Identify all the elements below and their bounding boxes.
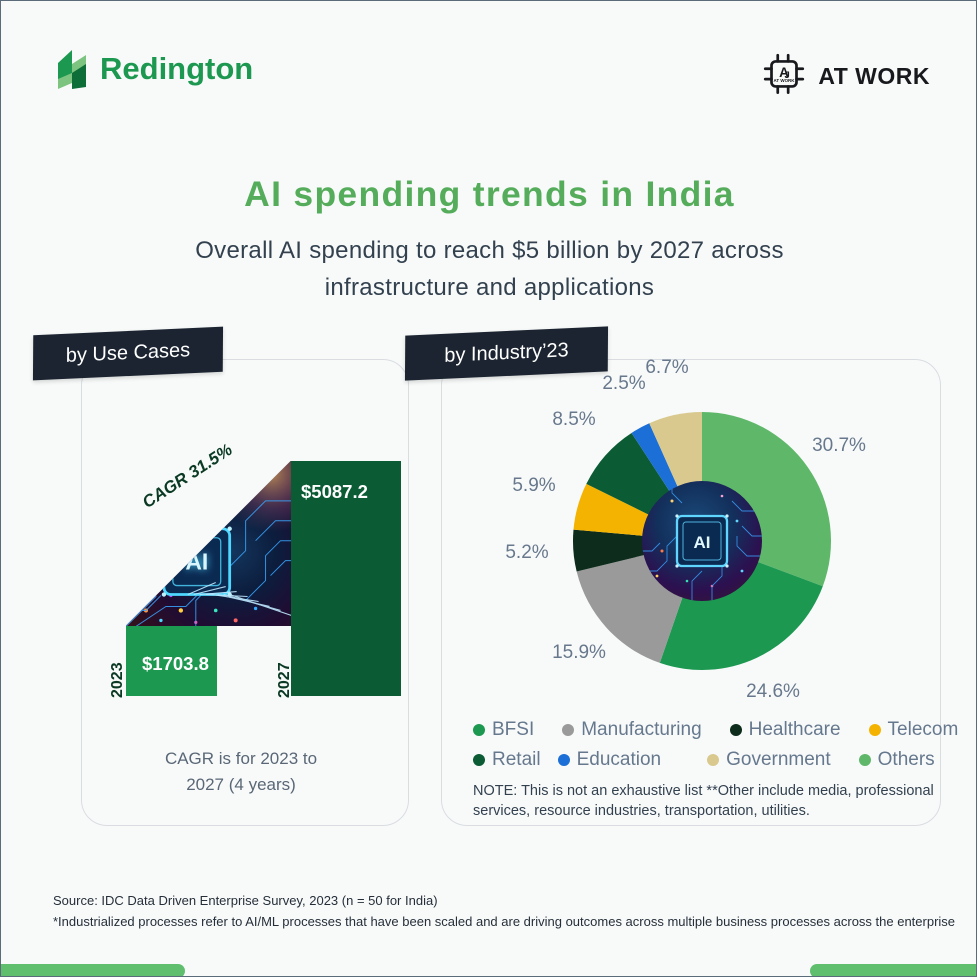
svg-text:5.9%: 5.9%	[512, 475, 555, 496]
svg-text:30.7%: 30.7%	[812, 435, 866, 456]
svg-text:6.7%: 6.7%	[645, 357, 688, 378]
svg-text:AI: AI	[694, 533, 711, 552]
svg-text:5.2%: 5.2%	[505, 542, 548, 563]
svg-text:2.5%: 2.5%	[602, 373, 645, 394]
svg-text:24.6%: 24.6%	[746, 681, 800, 702]
svg-text:15.9%: 15.9%	[552, 642, 606, 663]
svg-text:8.5%: 8.5%	[552, 409, 595, 430]
svg-text:AT WORK: AT WORK	[774, 78, 796, 83]
